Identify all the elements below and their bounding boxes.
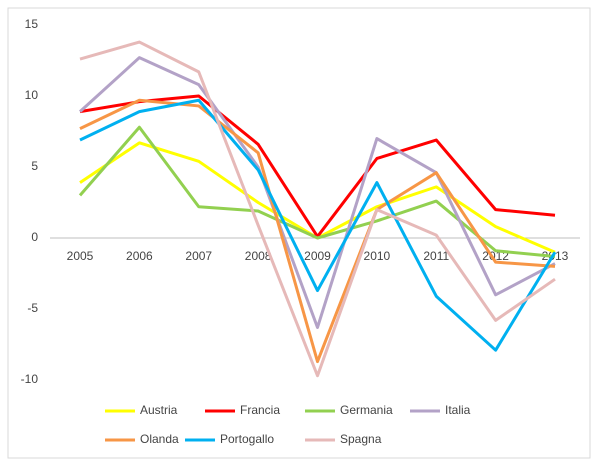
legend-label: Germania xyxy=(340,403,393,417)
series-line xyxy=(79,40,556,378)
legend-label: Francia xyxy=(240,403,280,417)
x-tick-label: 2007 xyxy=(185,249,212,263)
legend-label: Italia xyxy=(445,403,471,417)
chart-frame xyxy=(7,7,591,459)
legend-label: Olanda xyxy=(140,432,179,446)
x-tick-label: 2006 xyxy=(126,249,153,263)
series-line xyxy=(78,56,556,329)
y-tick-label: 15 xyxy=(25,17,39,31)
y-tick-label: -10 xyxy=(21,372,39,386)
legend-label: Austria xyxy=(140,403,178,417)
y-tick-label: 10 xyxy=(25,88,39,102)
legend-label: Spagna xyxy=(340,432,382,446)
x-tick-label: 2010 xyxy=(364,249,391,263)
y-tick-label: 0 xyxy=(31,230,38,244)
x-tick-label: 2008 xyxy=(245,249,272,263)
series-line xyxy=(79,98,557,352)
series-line xyxy=(79,98,556,364)
y-tick-label: 5 xyxy=(31,159,38,173)
legend-label: Portogallo xyxy=(220,432,274,446)
x-tick-label: 2011 xyxy=(423,249,449,263)
x-tick-label: 2013 xyxy=(542,249,569,263)
x-tick-label: 2009 xyxy=(304,249,331,263)
x-tick-label: 2005 xyxy=(67,249,94,263)
y-tick-label: -5 xyxy=(27,301,38,315)
